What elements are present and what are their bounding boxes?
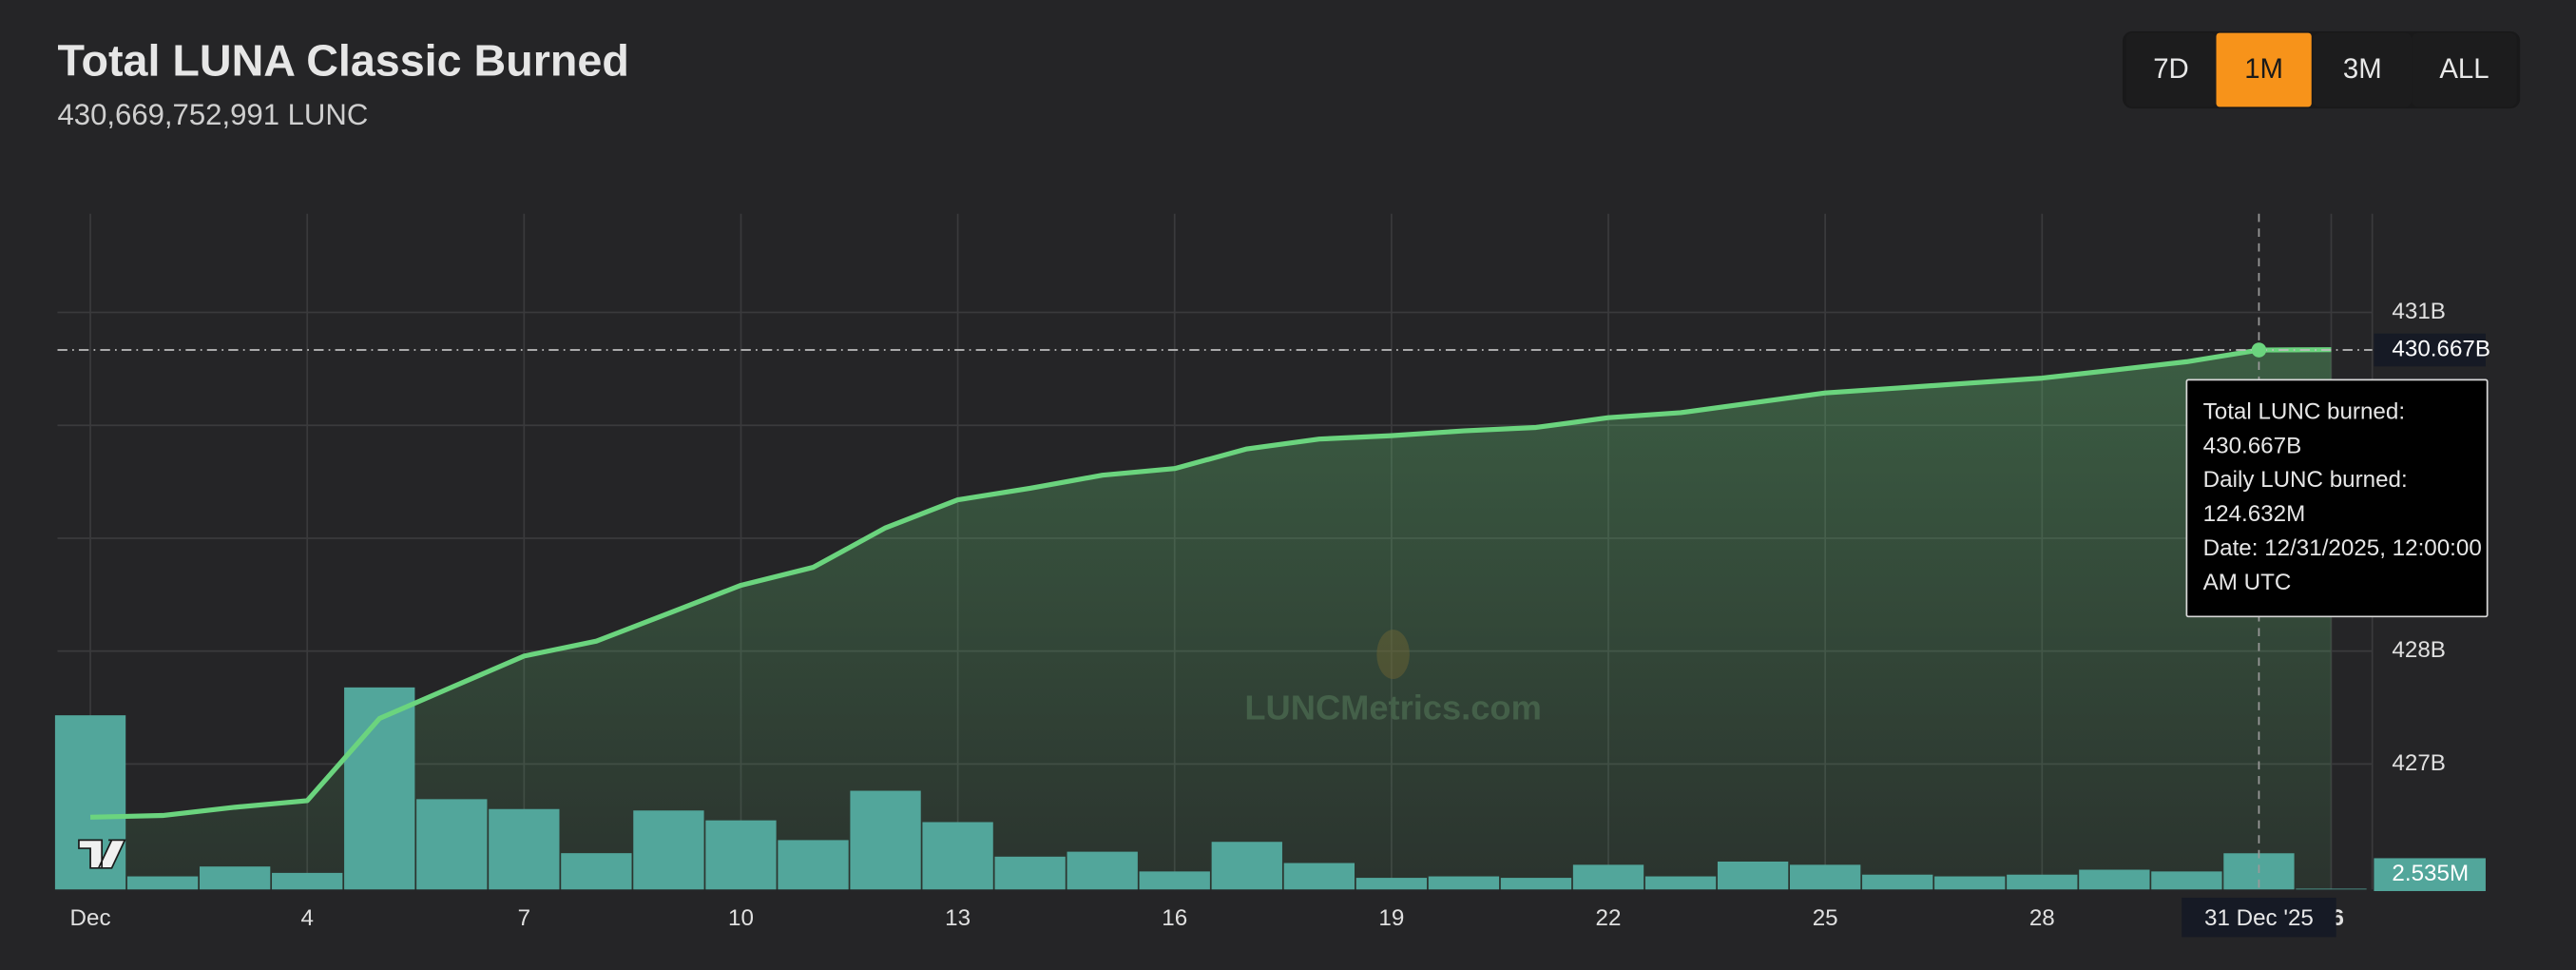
bar xyxy=(1934,876,2006,890)
x-tick-label: 16 xyxy=(1162,905,1187,931)
bar xyxy=(778,840,849,890)
bar xyxy=(850,790,921,890)
bar xyxy=(2296,888,2367,890)
bar xyxy=(2079,869,2150,890)
bar xyxy=(1355,878,1428,890)
bar xyxy=(1644,876,1717,890)
bar xyxy=(2007,874,2078,890)
plot: LUNCMetrics.com xyxy=(54,347,2367,890)
crosshair-point xyxy=(2251,342,2267,358)
bar xyxy=(705,820,777,890)
bar xyxy=(489,808,560,890)
bar xyxy=(633,810,704,890)
bar xyxy=(561,853,632,890)
bar xyxy=(1790,864,1861,890)
x-tick-label: Dec xyxy=(70,905,111,931)
range-button-label[interactable]: 3M xyxy=(2343,53,2382,85)
bar xyxy=(1572,864,1644,890)
range-button[interactable] xyxy=(2313,32,2413,107)
bar xyxy=(1428,876,1500,890)
x-tick-label: 7 xyxy=(518,905,530,931)
bar xyxy=(1500,878,1572,890)
bar xyxy=(272,872,343,890)
bar xyxy=(1717,861,1789,890)
bar xyxy=(2151,871,2222,890)
x-tick-label: 10 xyxy=(728,905,754,931)
x-tick-label: 28 xyxy=(2029,905,2055,931)
range-button[interactable] xyxy=(2216,32,2312,107)
x-tick-label: 4 xyxy=(300,905,313,931)
range-button-label[interactable]: ALL xyxy=(2439,53,2489,85)
chart-subtitle: 430,669,752,991 LUNC xyxy=(57,98,368,131)
tooltip-box xyxy=(2185,378,2489,618)
y-tick-label: 431B xyxy=(2392,299,2445,324)
x-tick-label: 22 xyxy=(1596,905,1622,931)
bar xyxy=(1283,863,1355,890)
bar xyxy=(922,822,993,890)
bar xyxy=(994,856,1066,890)
bar xyxy=(1862,874,1933,890)
tooltip-line: Daily LUNC burned: xyxy=(2203,467,2408,493)
price-label-bg xyxy=(2374,858,2486,892)
tooltip-line: Total LUNC burned: xyxy=(2203,398,2405,424)
range-button-label[interactable]: 7D xyxy=(2153,53,2189,85)
tooltip: 31 Dec '25 Total LUNC burned: 430.667B Dail… xyxy=(2182,378,2489,938)
y-tick-label: 428B xyxy=(2392,637,2445,663)
tooltip-line: 124.632M xyxy=(2203,501,2306,527)
line xyxy=(89,347,2332,820)
x-tick-label: 25 xyxy=(1813,905,1838,931)
tooltip-line: Date: 12/31/2025, 12:00:00 xyxy=(2203,535,2482,561)
range-button[interactable] xyxy=(2125,32,2217,107)
x-tick-label: 13 xyxy=(945,905,971,931)
bar xyxy=(126,876,199,890)
range-button-label[interactable]: 1M xyxy=(2244,53,2283,85)
bar xyxy=(1211,842,1282,890)
range-button[interactable] xyxy=(2412,32,2517,107)
tooltip-line: 430.667B xyxy=(2203,433,2302,458)
price-label: 430.667B xyxy=(2392,336,2490,361)
crosshair-x-label-bg xyxy=(2182,897,2336,938)
x-tick-label: 19 xyxy=(1378,905,1404,931)
tv-logo xyxy=(78,839,126,869)
bar xyxy=(1067,851,1138,890)
price-label-bg xyxy=(2374,333,2486,367)
y-tick-label: 427B xyxy=(2392,750,2445,776)
price-label: 2.535M xyxy=(2392,861,2469,886)
bar xyxy=(199,866,271,890)
area xyxy=(90,349,2332,890)
crosshair-x-label: 31 Dec '25 xyxy=(2204,905,2314,931)
bar xyxy=(1139,871,1210,890)
chart-title: Total LUNA Classic Burned xyxy=(57,36,628,86)
bar xyxy=(416,799,488,890)
tooltip-line: AM UTC xyxy=(2203,570,2292,595)
